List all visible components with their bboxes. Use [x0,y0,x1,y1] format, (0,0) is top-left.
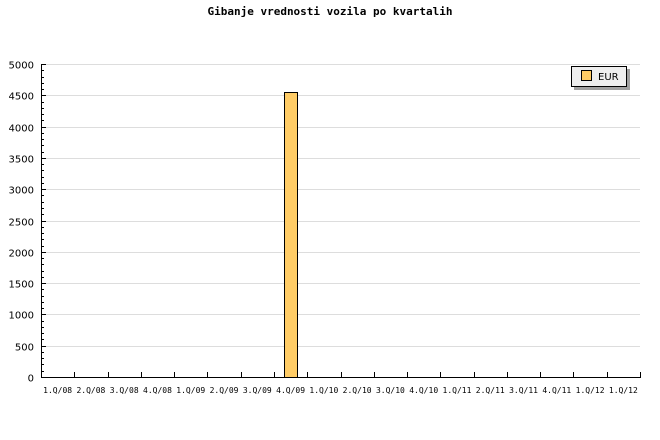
x-tick-label: 4.Q/08 [143,386,172,395]
x-tick-label: 1.Q/09 [176,386,205,395]
legend-swatch [581,70,592,81]
x-tick-label: 1.Q/08 [43,386,72,395]
x-tick-label: 4.Q/11 [542,386,571,395]
x-tick-label: 2.Q/10 [343,386,372,395]
legend-label: EUR [598,72,619,83]
x-tick-label: 4.Q/10 [409,386,438,395]
y-tick-labels: 0 500 1000 1500 2000 2500 3000 3500 4000 4500 5000 [9,61,34,385]
y-tick-label: 500 [15,343,34,354]
x-tick-label: 3.Q/11 [509,386,538,395]
axes [41,64,641,378]
x-tick-label: 1.Q/12 [609,386,638,395]
x-tick-label: 3.Q/08 [110,386,139,395]
bars [284,92,298,378]
bar-4.Q/09 [284,92,298,378]
x-tick-label: 1.Q/11 [443,386,472,395]
x-tick-label: 2.Q/11 [476,386,505,395]
y-tick-label: 4000 [9,124,34,135]
y-tick-label: 0 [28,374,34,385]
x-tick-labels: 1.Q/08 2.Q/08 3.Q/08 4.Q/08 1.Q/09 2.Q/09 3.Q/… [43,386,638,395]
x-tick-label: 4.Q/09 [276,386,305,395]
x-tick-label: 2.Q/09 [210,386,239,395]
y-tick-label: 1000 [9,311,34,322]
legend: EUR [571,66,630,90]
y-tick-label: 5000 [9,61,34,72]
x-tick-label: 3.Q/10 [376,386,405,395]
gridlines [41,64,640,347]
y-tick-label: 3500 [9,155,34,166]
x-tick-label: 3.Q/09 [243,386,272,395]
x-tick-label: 1.Q/10 [309,386,338,395]
chart-title: Gibanje vrednosti vozila po kvartalih [207,5,452,18]
y-tick-label: 3000 [9,186,34,197]
y-tick-label: 2000 [9,249,34,260]
x-tick-label: 1.Q/12 [576,386,605,395]
y-tick-label: 1500 [9,280,34,291]
y-tick-label: 2500 [9,218,34,229]
x-tick-label: 2.Q/08 [76,386,105,395]
y-tick-label: 4500 [9,92,34,103]
